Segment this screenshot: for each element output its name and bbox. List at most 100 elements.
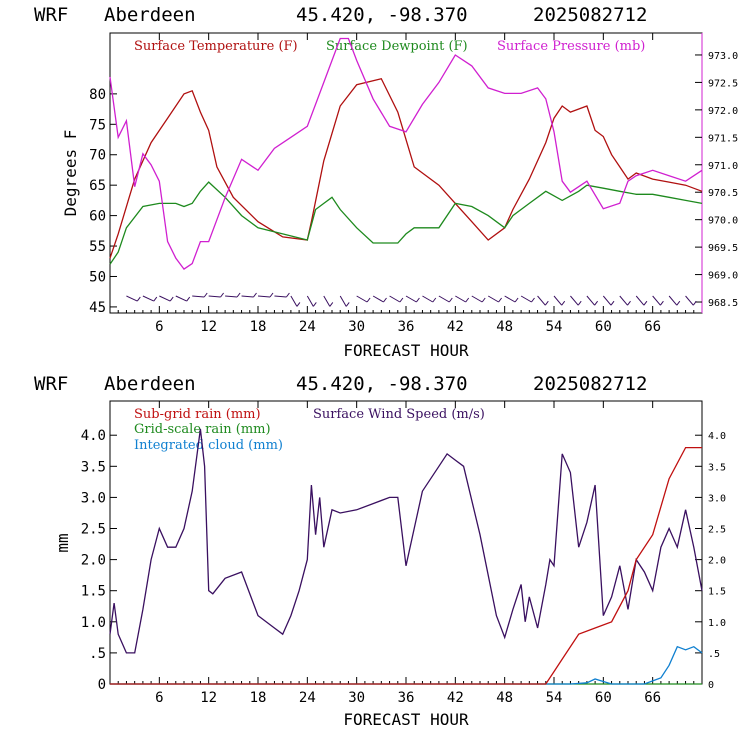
cloud-line (110, 645, 703, 685)
y-tick-label: 70 (89, 148, 106, 164)
wind-barb-flag (296, 302, 301, 307)
y2-tick-label: 970.0 (708, 216, 738, 227)
x-tick-label: 12 (200, 690, 217, 706)
wind-barb-flag (236, 292, 241, 298)
y2-tick-label: 968.5 (708, 298, 738, 309)
wind-barb (405, 295, 417, 303)
y-tick-label: 2.0 (81, 553, 106, 569)
wind-barb-flag (203, 292, 208, 298)
wind-barb-flag (643, 300, 648, 306)
panel1-site: Aberdeen (104, 4, 196, 26)
pressure-line (109, 37, 703, 270)
legend-gridscale-rain: Grid-scale rain (mm) (134, 422, 271, 437)
x-tick-label: 42 (447, 319, 464, 335)
y-tick-label: 1.0 (81, 615, 106, 631)
legend-wind-speed: Surface Wind Speed (m/s) (313, 407, 485, 422)
wind-barb (619, 295, 628, 306)
y2-tick-label: 4.0 (708, 431, 726, 442)
wind-barb (652, 295, 661, 306)
x-tick-label: 24 (299, 319, 316, 335)
y2-tick-label: 3.5 (708, 462, 726, 473)
wind-barb (142, 295, 155, 302)
wind-barb-flag (253, 292, 257, 298)
y-tick-label: 1.5 (81, 584, 106, 600)
wind-barb-flag (169, 296, 174, 302)
y-tick-label: 80 (89, 87, 106, 103)
x-tick-label: 30 (348, 319, 365, 335)
legend-temperature: Surface Temperature (F) (134, 39, 298, 54)
wind-barb (520, 295, 532, 303)
wind-barbs (126, 292, 697, 307)
wind-barb (635, 295, 645, 306)
panel2-y-ticks: 0 .5 1.0 1.5 2.0 2.5 3.0 3.5 4.0 (81, 428, 117, 693)
wind-barb (274, 295, 287, 298)
wind-barb (159, 295, 171, 302)
wind-barb-flag (660, 300, 664, 306)
wind-barb-flag (153, 296, 158, 302)
legend-cloud: Integrated cloud (mm) (134, 438, 283, 453)
wind-barb (504, 295, 516, 303)
wind-barb (586, 295, 595, 306)
panel1-y2-ticks: 968.5 969.0 969.5 970.0 970.5 971.0 971.5 972.0… (695, 51, 738, 309)
y-tick-label: 45 (89, 300, 106, 316)
wind-barb (553, 295, 563, 306)
x-tick-label: 36 (398, 690, 415, 706)
wind-barb (685, 295, 694, 306)
y2-tick-label: 2.5 (708, 525, 726, 536)
y2-tick-label: 969.5 (708, 243, 738, 254)
wind-barb-flag (594, 300, 598, 306)
y2-tick-label: 972.5 (708, 78, 738, 89)
wind-barb-flag (692, 300, 697, 306)
panel1-coords: 45.420, -98.370 (296, 4, 468, 26)
wind-barb-flag (498, 297, 503, 303)
wind-barb (225, 295, 238, 298)
x-tick-label: 18 (250, 690, 267, 706)
wind-barb-flag (345, 302, 350, 307)
panel1-frame (109, 32, 703, 314)
y-tick-label: 2.5 (81, 522, 106, 538)
wind-barb (389, 295, 401, 303)
wind-barb-flag (531, 297, 535, 303)
y2-tick-label: 0 (708, 680, 714, 691)
wind-barb (422, 295, 434, 303)
panel1-init-time: 2025082712 (533, 4, 647, 26)
legend-subgrid-rain: Sub-grid rain (mm) (134, 407, 261, 422)
y2-tick-label: 973.0 (708, 51, 738, 62)
x-tick-label: 6 (155, 319, 163, 335)
panel1-x-ticks: 6 12 18 24 30 36 42 48 54 60 66 (117, 33, 695, 335)
panel1-y-ticks: 45 50 55 60 65 70 75 80 (89, 87, 117, 316)
wind-barb-flag (220, 292, 225, 298)
wind-barb (241, 295, 254, 298)
panel1-xlabel: FORECAST HOUR (343, 341, 469, 360)
wind-barb (175, 295, 187, 302)
x-tick-label: 36 (398, 319, 415, 335)
wind-barb-flag (329, 302, 334, 307)
wind-barb (537, 295, 546, 306)
x-tick-label: 48 (496, 690, 513, 706)
y2-tick-label: 1.5 (708, 587, 726, 598)
wind-barb-flag (676, 300, 681, 306)
legend-dewpoint: Surface Dewpoint (F) (326, 39, 468, 54)
wind-barb-flag (415, 297, 420, 303)
wind-barb-flag (269, 292, 274, 298)
wind-barb (471, 295, 483, 303)
x-tick-label: 6 (155, 690, 163, 706)
wind-barb (570, 295, 579, 306)
wind-barb-flag (514, 297, 519, 303)
panel2-init-time: 2025082712 (533, 373, 647, 395)
subgrid-rain-line (110, 446, 702, 685)
temperature-panel: WRF Aberdeen 45.420, -98.370 2025082712 … (34, 4, 738, 360)
panel1-ylabel: Degrees F (61, 130, 80, 217)
x-tick-label: 18 (250, 319, 267, 335)
panel2-xlabel: FORECAST HOUR (343, 710, 469, 729)
panel2-model: WRF (34, 373, 68, 395)
panel1-model: WRF (34, 4, 68, 26)
wind-speed-line (109, 428, 703, 654)
panel2-x-ticks: 6 12 18 24 30 36 42 48 54 60 66 (117, 401, 695, 706)
x-tick-label: 60 (595, 690, 612, 706)
panel2-site: Aberdeen (104, 373, 196, 395)
wind-barb-flag (610, 300, 615, 306)
wind-barb (323, 295, 331, 307)
wind-barb (339, 295, 347, 307)
